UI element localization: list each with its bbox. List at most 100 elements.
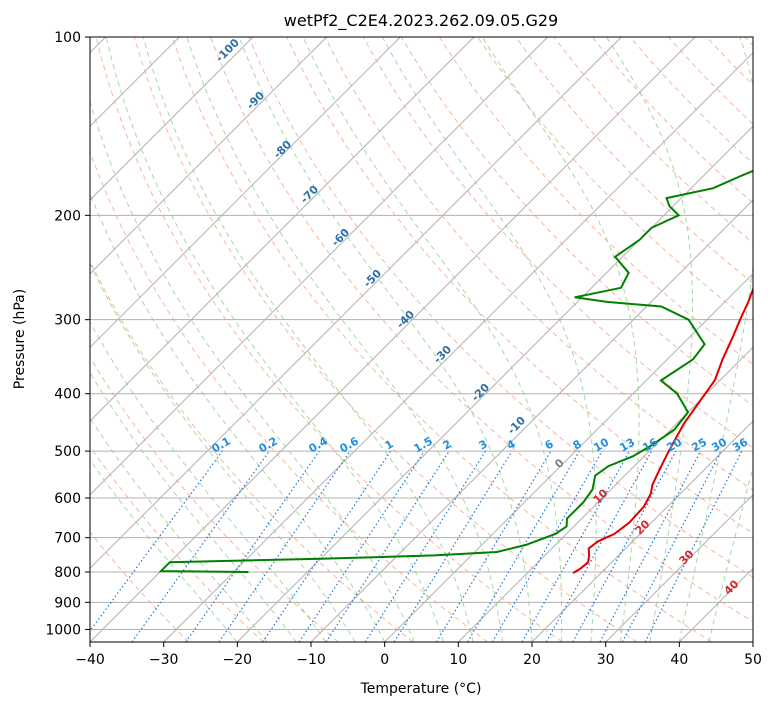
y-tick-label: 500 bbox=[54, 444, 81, 460]
isotherm-gridline bbox=[605, 493, 753, 642]
moist-adiabat bbox=[678, 37, 753, 642]
x-tick-label: −20 bbox=[223, 652, 253, 668]
isotherm-gridline bbox=[90, 37, 401, 349]
dry-adiabat bbox=[90, 356, 339, 642]
isotherm-gridline bbox=[90, 37, 549, 496]
mixing-ratio-label: 3 bbox=[477, 437, 490, 452]
moist-adiabat bbox=[90, 371, 297, 642]
dry-adiabat bbox=[515, 37, 753, 284]
moist-adiabat bbox=[238, 37, 533, 642]
dry-adiabat bbox=[210, 37, 753, 623]
y-tick-label: 1000 bbox=[45, 622, 81, 638]
moist-adiabat bbox=[90, 99, 415, 642]
x-tick-label: 40 bbox=[670, 652, 688, 668]
isotherm-gridline bbox=[90, 37, 696, 642]
mixing-ratio-line bbox=[466, 450, 580, 642]
mixing-ratio-line bbox=[545, 450, 653, 642]
dry-adiabat-label: -30 bbox=[431, 343, 454, 366]
dry-adiabat-label: -50 bbox=[361, 267, 384, 290]
mixing-ratio-label: 1.5 bbox=[412, 434, 435, 455]
x-tick-label: 30 bbox=[597, 652, 615, 668]
isotherm-gridline bbox=[90, 37, 475, 422]
mixing-ratio-line bbox=[491, 450, 603, 642]
y-tick-label: 700 bbox=[54, 531, 81, 547]
mixing-ratio-label: 6 bbox=[543, 437, 556, 452]
mixing-ratio-label: 0.4 bbox=[307, 434, 331, 455]
y-tick-label: 900 bbox=[54, 595, 81, 611]
mixing-ratio-line bbox=[393, 450, 513, 642]
moist-adiabat bbox=[105, 37, 445, 642]
mixing-ratio-line bbox=[185, 450, 320, 642]
boundary-curve bbox=[0, 37, 67, 642]
y-tick-label: 200 bbox=[54, 208, 81, 224]
mixing-ratio-line bbox=[90, 450, 223, 632]
x-tick-label: 0 bbox=[380, 652, 389, 668]
isotherm-gridline bbox=[310, 199, 753, 642]
dry-adiabat-label: -40 bbox=[394, 308, 417, 331]
mixing-ratio-line bbox=[325, 450, 450, 642]
moist-adiabat bbox=[302, 37, 563, 642]
isotherm-gridline bbox=[457, 346, 753, 642]
dewpoint-profile-line bbox=[158, 169, 753, 573]
x-tick-label: 20 bbox=[523, 652, 541, 668]
dry-adiabat bbox=[90, 445, 264, 642]
dry-adiabat bbox=[706, 37, 753, 86]
moist-adiabat bbox=[90, 417, 268, 642]
isotherm-gridline bbox=[90, 37, 328, 275]
x-tick-label: −10 bbox=[296, 652, 326, 668]
mixing-ratio-line bbox=[521, 450, 631, 642]
x-axis-label: Temperature (°C) bbox=[360, 681, 482, 697]
isotherm-gridline bbox=[384, 272, 753, 642]
moist-adiabat bbox=[606, 37, 693, 642]
mixing-ratio-label: 0.2 bbox=[257, 434, 280, 455]
moist-adiabat bbox=[142, 37, 474, 642]
x-tick-label: 10 bbox=[449, 652, 467, 668]
moist-adiabat-label: 0 bbox=[552, 456, 567, 471]
dry-adiabat bbox=[400, 37, 753, 407]
mixing-ratio-line bbox=[218, 450, 351, 642]
isotherm-gridline bbox=[163, 51, 753, 642]
mixing-ratio-label: 0.1 bbox=[210, 434, 233, 455]
dry-adiabat bbox=[438, 37, 753, 366]
dry-adiabat bbox=[90, 259, 414, 642]
dry-adiabat bbox=[133, 37, 638, 642]
moist-adiabat bbox=[381, 37, 597, 642]
x-tick-label: 50 bbox=[744, 652, 762, 668]
x-tick-label: −40 bbox=[75, 652, 105, 668]
dry-adiabat bbox=[171, 37, 712, 642]
moist-adiabat-label: 20 bbox=[633, 517, 653, 537]
isotherm-gridline bbox=[90, 37, 622, 570]
mixing-ratio-line bbox=[262, 450, 392, 642]
moist-adiabat bbox=[186, 37, 503, 642]
x-tick-label: −30 bbox=[149, 652, 179, 668]
moist-adiabat bbox=[90, 192, 386, 642]
dry-adiabat bbox=[90, 150, 488, 642]
dry-adiabat bbox=[90, 531, 190, 642]
mixing-ratio-label: 4 bbox=[505, 437, 518, 452]
mixing-ratio-label: 2 bbox=[441, 437, 454, 452]
isotherm-gridline bbox=[236, 125, 753, 642]
y-tick-label: 800 bbox=[54, 565, 81, 581]
chart-title: wetPf2_C2E4.2023.262.09.05.G29 bbox=[284, 11, 558, 31]
dry-adiabat-label: -100 bbox=[213, 36, 242, 65]
moist-adiabat bbox=[90, 459, 238, 642]
isotherm-gridline bbox=[752, 641, 753, 642]
y-tick-label: 400 bbox=[54, 387, 81, 403]
dry-adiabat-label: -80 bbox=[271, 138, 294, 161]
moist-adiabat bbox=[481, 37, 640, 642]
dry-adiabat bbox=[744, 37, 753, 47]
moist-adiabat bbox=[90, 262, 356, 642]
dry-adiabat-label: -60 bbox=[329, 226, 352, 249]
y-tick-label: 300 bbox=[54, 313, 81, 329]
dry-adiabat bbox=[95, 37, 563, 642]
moist-adiabat-label: 30 bbox=[677, 547, 697, 567]
dry-adiabat-label: -10 bbox=[505, 414, 528, 437]
mixing-ratio-line bbox=[435, 450, 552, 642]
y-tick-label: 100 bbox=[54, 30, 81, 46]
temperature-profile-line bbox=[572, 286, 753, 574]
dry-adiabat-label: -90 bbox=[244, 89, 267, 112]
dry-adiabat-label: -20 bbox=[469, 381, 492, 404]
y-tick-label: 600 bbox=[54, 491, 81, 507]
mixing-ratio-line bbox=[572, 450, 677, 642]
